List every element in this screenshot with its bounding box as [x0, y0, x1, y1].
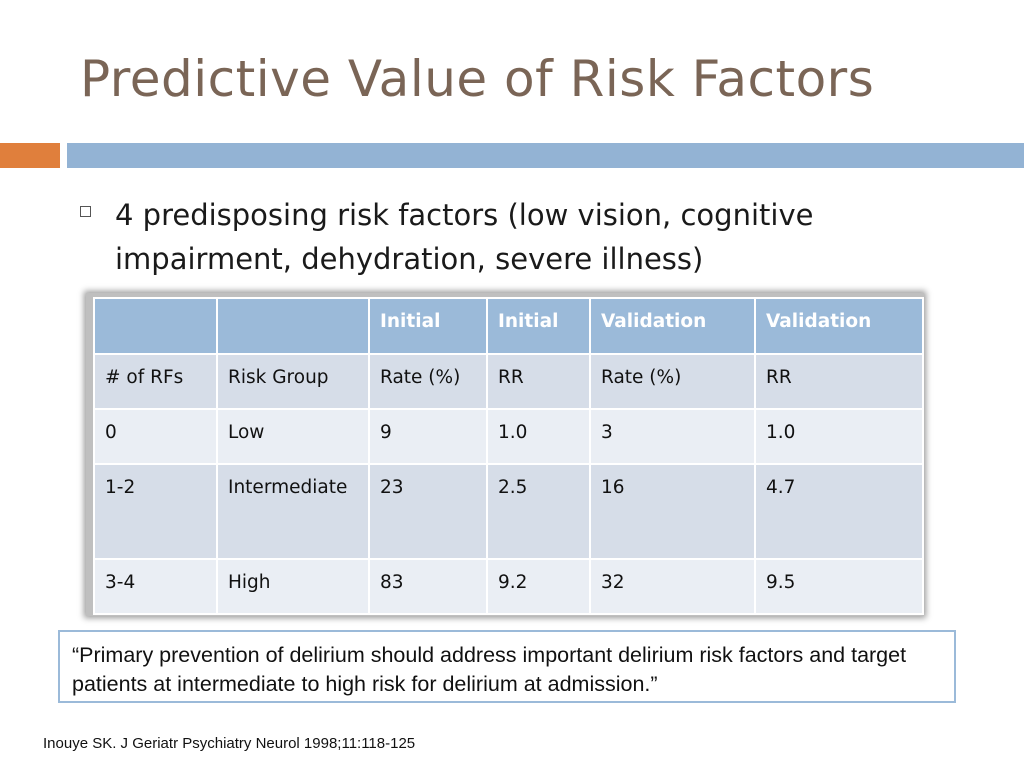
- quote-text: “Primary prevention of delirium should a…: [72, 643, 907, 696]
- table-cell: Risk Group: [216, 353, 370, 410]
- table-cell: 23: [368, 463, 488, 560]
- table-row: 1-2 Intermediate 23 2.5 16 4.7: [93, 463, 924, 560]
- table-row: 0 Low 9 1.0 3 1.0: [93, 408, 924, 465]
- table-cell: High: [216, 558, 370, 615]
- table-header-row: Initial Initial Validation Validation: [93, 297, 924, 355]
- table-cell: 16: [589, 463, 756, 560]
- quote-box: “Primary prevention of delirium should a…: [58, 630, 956, 703]
- table-cell: 9: [368, 408, 488, 465]
- header-cell: [93, 297, 218, 355]
- table-cell: Rate (%): [368, 353, 488, 410]
- title-accent-bar-orange: [0, 143, 60, 168]
- table-cell: 3: [589, 408, 756, 465]
- table-cell: 1.0: [486, 408, 591, 465]
- table-cell: 9.2: [486, 558, 591, 615]
- square-bullet-icon: [80, 206, 91, 217]
- table-row: # of RFs Risk Group Rate (%) RR Rate (%)…: [93, 353, 924, 410]
- table-cell: 83: [368, 558, 488, 615]
- table-cell: 2.5: [486, 463, 591, 560]
- header-cell: Initial: [368, 297, 488, 355]
- bullet-item: 4 predisposing risk factors (low vision,…: [78, 193, 958, 281]
- table-cell: Intermediate: [216, 463, 370, 560]
- table-cell: 0: [93, 408, 218, 465]
- table-cell: 1-2: [93, 463, 218, 560]
- table-cell: Rate (%): [589, 353, 756, 410]
- table-cell: 3-4: [93, 558, 218, 615]
- header-cell: [216, 297, 370, 355]
- header-cell: Validation: [589, 297, 756, 355]
- table-row: 3-4 High 83 9.2 32 9.5: [93, 558, 924, 615]
- header-cell: Initial: [486, 297, 591, 355]
- table-cell: RR: [754, 353, 924, 410]
- table-cell: 4.7: [754, 463, 924, 560]
- table-cell: 1.0: [754, 408, 924, 465]
- risk-factors-table: Initial Initial Validation Validation # …: [93, 297, 924, 615]
- citation: Inouye SK. J Geriatr Psychiatry Neurol 1…: [43, 735, 416, 752]
- header-cell: Validation: [754, 297, 924, 355]
- slide-title: Predictive Value of Risk Factors: [80, 50, 875, 108]
- table-cell: 32: [589, 558, 756, 615]
- table-cell: # of RFs: [93, 353, 218, 410]
- table-cell: Low: [216, 408, 370, 465]
- risk-table-frame: Initial Initial Validation Validation # …: [86, 293, 924, 616]
- table-cell: RR: [486, 353, 591, 410]
- table-cell: 9.5: [754, 558, 924, 615]
- title-accent-bar-blue: [67, 143, 1024, 168]
- bullet-text: 4 predisposing risk factors (low vision,…: [115, 198, 814, 276]
